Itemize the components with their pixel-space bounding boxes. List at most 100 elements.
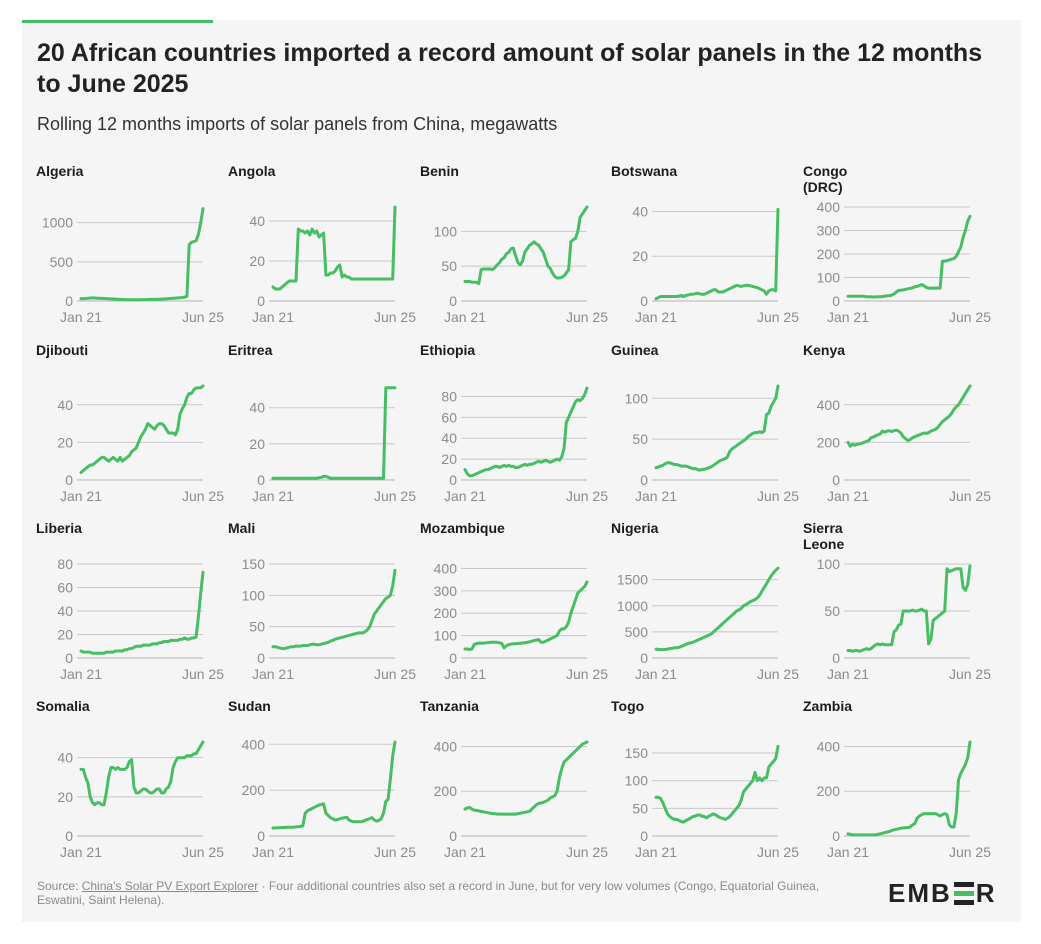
series-line-mozambique (463, 580, 589, 651)
x-tick-label-start: Jan 21 (444, 488, 486, 504)
x-tick-label-end: Jun 25 (949, 309, 991, 325)
x-tick-label-start: Jan 21 (252, 309, 294, 325)
panel-liberia: 0 20 40 60 80 Jan 21 Jun 25 (57, 556, 224, 682)
y-tick-label: 1000 (617, 598, 648, 614)
panel-title-botswana: Botswana (611, 163, 678, 179)
x-tick-label-end: Jun 25 (182, 844, 224, 860)
panel-ethiopia: 0 20 40 60 80 Jan 21 Jun 25 (441, 386, 608, 504)
x-tick-label-end: Jun 25 (374, 844, 416, 860)
panel-sierra-leone: 0 50 100 Jan 21 Jun 25 (817, 556, 992, 682)
series-line-nigeria (654, 566, 780, 652)
x-tick-label-start: Jan 21 (252, 666, 294, 682)
panel-title-kenya: Kenya (803, 342, 846, 358)
x-tick-label-start: Jan 21 (635, 309, 677, 325)
x-tick-label-end: Jun 25 (182, 309, 224, 325)
panel-title-benin: Benin (420, 163, 459, 179)
y-tick-label: 0 (257, 828, 265, 844)
y-tick-label: 0 (65, 293, 73, 309)
series-line-kenya (846, 384, 972, 448)
y-tick-label: 0 (640, 472, 648, 488)
y-tick-label: 0 (832, 650, 840, 666)
x-tick-label-start: Jan 21 (635, 844, 677, 860)
y-tick-label: 400 (817, 738, 841, 754)
panel-togo: 0 50 100 150 Jan 21 Jun 25 (625, 744, 799, 860)
x-tick-label-end: Jun 25 (566, 844, 608, 860)
panel-title-somalia: Somalia (36, 698, 90, 714)
panel-sudan: 0 200 400 Jan 21 Jun 25 (242, 736, 417, 860)
source-details: · Four additional countries also set a r… (37, 879, 820, 907)
y-tick-label: 50 (632, 431, 648, 447)
y-tick-label: 20 (249, 253, 265, 269)
y-tick-label: 50 (824, 603, 840, 619)
x-tick-label-start: Jan 21 (444, 309, 486, 325)
panel-title-nigeria: Nigeria (611, 520, 659, 536)
x-tick-label-start: Jan 21 (60, 488, 102, 504)
y-tick-label: 0 (640, 650, 648, 666)
panel-kenya: 0 200 400 Jan 21 Jun 25 (817, 384, 991, 504)
series-line-benin (463, 205, 589, 286)
y-tick-label: 300 (434, 583, 458, 599)
y-tick-label: 0 (65, 650, 73, 666)
y-tick-label: 20 (249, 436, 265, 452)
x-tick-label-end: Jun 25 (566, 309, 608, 325)
x-tick-label-start: Jan 21 (252, 488, 294, 504)
y-tick-label: 200 (817, 434, 841, 450)
panel-title-guinea: Guinea (611, 342, 659, 358)
chart-card (22, 20, 1021, 922)
panel-tanzania: 0 200 400 Jan 21 Jun 25 (434, 738, 609, 860)
y-tick-label: 20 (632, 248, 648, 264)
x-tick-label-start: Jan 21 (827, 666, 869, 682)
x-tick-label-start: Jan 21 (444, 844, 486, 860)
panel-zambia: 0 200 400 Jan 21 Jun 25 (817, 738, 992, 860)
panel-title-angola: Angola (228, 163, 276, 179)
y-tick-label: 40 (57, 603, 73, 619)
y-tick-label: 60 (441, 409, 457, 425)
x-tick-label-start: Jan 21 (827, 844, 869, 860)
y-tick-label: 400 (434, 738, 458, 754)
series-line-togo (654, 744, 780, 824)
y-tick-label: 100 (625, 390, 649, 406)
series-line-eritrea (271, 386, 397, 480)
x-tick-label-end: Jun 25 (182, 666, 224, 682)
y-tick-label: 0 (640, 293, 648, 309)
x-tick-label-end: Jun 25 (949, 488, 991, 504)
y-tick-label: 500 (625, 624, 649, 640)
y-tick-label: 50 (249, 619, 265, 635)
x-tick-label-end: Jun 25 (757, 844, 799, 860)
x-tick-label-start: Jan 21 (252, 844, 294, 860)
y-tick-label: 200 (242, 782, 266, 798)
panel-title-sudan: Sudan (228, 698, 271, 714)
panel-guinea: 0 50 100 Jan 21 Jun 25 (625, 384, 799, 504)
y-tick-label: 50 (441, 258, 457, 274)
source-link[interactable]: China’s Solar PV Export Explorer (81, 879, 259, 893)
y-tick-label: 150 (242, 556, 266, 572)
y-tick-label: 0 (257, 650, 265, 666)
y-tick-label: 100 (434, 628, 458, 644)
panel-title-djibouti: Djibouti (36, 342, 89, 358)
panel-somalia: 0 20 40 Jan 21 Jun 25 (57, 740, 224, 860)
x-tick-label-start: Jan 21 (827, 488, 869, 504)
y-tick-label: 0 (832, 293, 840, 309)
panel-angola: 0 20 40 Jan 21 Jun 25 (249, 205, 416, 325)
y-tick-label: 0 (257, 472, 265, 488)
y-tick-label: 400 (817, 199, 841, 215)
panel-nigeria: 0 500 1000 1500 Jan 21 Jun 25 (617, 566, 799, 682)
y-tick-label: 0 (65, 828, 73, 844)
series-line-sudan (271, 740, 397, 830)
x-tick-label-start: Jan 21 (635, 666, 677, 682)
panel-title-mali: Mali (228, 520, 256, 536)
y-tick-label: 40 (441, 430, 457, 446)
x-tick-label-end: Jun 25 (374, 666, 416, 682)
series-line-mali (271, 568, 397, 651)
y-tick-label: 100 (817, 270, 841, 286)
series-line-zambia (846, 740, 972, 837)
panel-congo-drc: 0 100 200 300 400 Jan 21 Jun 25 (817, 199, 992, 325)
y-tick-label: 80 (57, 556, 73, 572)
panel-title-tanzania: Tanzania (420, 698, 479, 714)
source-note: Source: China’s Solar PV Export Explorer… (37, 879, 867, 907)
x-tick-label-end: Jun 25 (757, 666, 799, 682)
y-tick-label: 0 (449, 650, 457, 666)
x-tick-label-end: Jun 25 (949, 844, 991, 860)
y-tick-label: 100 (434, 223, 458, 239)
x-tick-label-start: Jan 21 (60, 844, 102, 860)
